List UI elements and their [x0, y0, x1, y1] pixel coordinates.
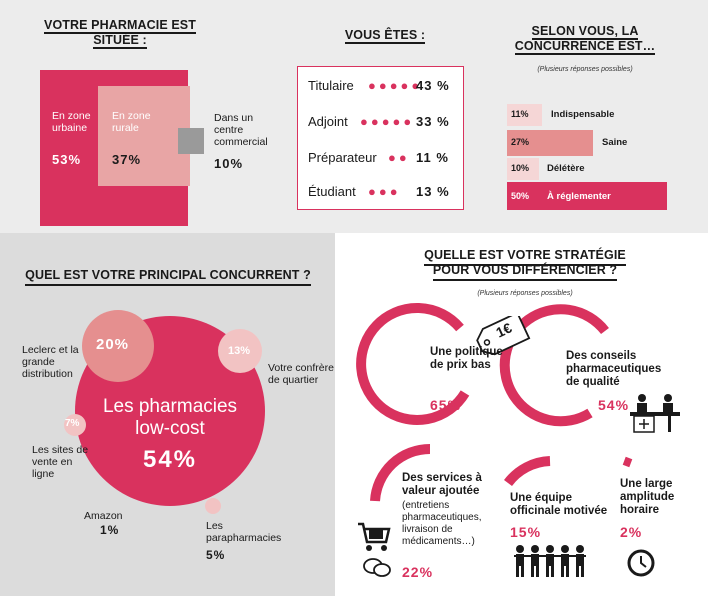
- competition-label-reglementer: À réglementer: [547, 191, 611, 202]
- price-arc: [356, 302, 470, 425]
- role-box: [297, 66, 464, 210]
- role-dots-etudiant: ●●●: [368, 184, 401, 199]
- strategy-title: QUELLE EST VOTRE STRATÉGIE POUR VOUS DIF…: [410, 248, 640, 281]
- leclerc-value: 20%: [96, 336, 130, 353]
- team-icon: [514, 545, 586, 577]
- cart-icon: [358, 522, 391, 551]
- low-cost-label-line2: low-cost: [135, 418, 205, 439]
- role-dots-adjoint: ●●●●●: [360, 114, 415, 129]
- competition-title: SELON VOUS, LA CONCURRENCE EST…: [514, 24, 656, 55]
- rural-square: [98, 86, 190, 186]
- commercial-square: [178, 128, 204, 154]
- para-bubble: [205, 498, 221, 514]
- competition-bar-indispensable: [507, 104, 542, 126]
- confrere-bubble: [218, 329, 262, 373]
- role-label-etudiant: Étudiant: [308, 184, 356, 199]
- confrere-label: Votre confrère de quartier: [268, 362, 334, 386]
- online-bubble: [64, 414, 86, 436]
- role-label-adjoint: Adjoint: [308, 114, 348, 129]
- competitor-title: QUEL EST VOTRE PRINCIPAL CONCURRENT ?: [12, 268, 324, 286]
- online-label: Les sites de vente en ligne: [32, 444, 89, 480]
- competitor-bubbles: [64, 310, 265, 514]
- advice-arc: [499, 304, 609, 427]
- advice-value: 54%: [598, 397, 630, 413]
- low-cost-value: 54%: [142, 446, 198, 473]
- role-dots-preparateur: ●●: [388, 150, 410, 165]
- strategy-note: (Plusieurs réponses possibles): [477, 290, 573, 297]
- price-value: 65%: [430, 397, 462, 413]
- leclerc-bubble: [82, 310, 154, 382]
- services-value: 22%: [402, 564, 434, 580]
- strategy-arcs: [356, 302, 633, 502]
- role-value-etudiant: 13 %: [416, 184, 450, 199]
- para-label: Les parapharmacies: [206, 520, 282, 544]
- role-list: Titulaire ●●●●● 43 % Adjoint ●●●●● 33 % …: [308, 78, 453, 199]
- competition-note: (Plusieurs réponses possibles): [537, 66, 633, 73]
- amazon-value: 1%: [100, 523, 120, 537]
- low-cost-label-line1: Les pharmacies: [102, 396, 238, 417]
- services-sub: (entretiens pharmaceutiques, livraison d…: [402, 500, 482, 547]
- urban-value: 53%: [52, 152, 82, 167]
- clock-icon: [627, 549, 655, 577]
- services-arc: [370, 443, 431, 502]
- competition-bar-saine: [507, 130, 593, 156]
- price-label: Une politique de prix bas: [430, 346, 503, 371]
- amazon-label: Amazon: [84, 510, 123, 522]
- role-value-adjoint: 33 %: [416, 114, 450, 129]
- competition-pct-indispensable: 11%: [511, 109, 529, 119]
- competition-bars: 11% Indispensable 27% Saine 10% Délétère…: [507, 100, 667, 215]
- team-arc: [503, 456, 551, 487]
- competition-pct-reglementer: 50%: [511, 191, 530, 201]
- location-title: VOTRE PHARMACIE EST SITUÉE :: [44, 18, 196, 49]
- advice-label: Des conseils pharmaceutiques de qualité: [566, 350, 662, 388]
- chat-icon: [363, 558, 391, 577]
- competition-bar-deletere: [507, 158, 539, 180]
- low-cost-label: Les pharmacies low-cost: [90, 396, 250, 440]
- hours-label: Une large amplitude horaire: [620, 478, 675, 516]
- rural-value: 37%: [112, 152, 142, 167]
- competition-pct-deletere: 10%: [511, 163, 530, 173]
- para-value: 5%: [206, 548, 226, 562]
- online-value: 7%: [65, 418, 80, 429]
- services-label: Des services à valeur ajoutée: [402, 472, 482, 497]
- competition-label-deletere: Délétère: [547, 163, 585, 174]
- commercial-value: 10%: [214, 156, 244, 171]
- confrere-value: 13%: [228, 345, 251, 357]
- role-label-preparateur: Préparateur: [308, 150, 377, 165]
- team-value: 15%: [510, 524, 542, 540]
- role-title: VOUS ÊTES :: [344, 28, 426, 44]
- rural-label: En zone rurale: [112, 110, 151, 134]
- hours-value: 2%: [620, 524, 643, 540]
- competition-label-saine: Saine: [602, 137, 628, 148]
- pharmacy-counter-icon: [630, 394, 680, 433]
- competition-label-indispensable: Indispensable: [551, 109, 615, 120]
- urban-label: En zone urbaine: [52, 110, 91, 134]
- leclerc-label: Leclerc et la grande distribution: [22, 344, 79, 380]
- hours-arc: [622, 456, 633, 468]
- role-label-titulaire: Titulaire: [308, 78, 354, 93]
- competition-bar-reglementer: [507, 182, 667, 210]
- price-tag-icon: [476, 316, 531, 356]
- role-value-preparateur: 11 %: [416, 150, 449, 165]
- role-value-titulaire: 43 %: [416, 78, 450, 93]
- commercial-label: Dans un centre commercial: [214, 112, 268, 148]
- competition-pct-saine: 27%: [511, 137, 530, 147]
- role-dots-titulaire: ●●●●●: [368, 78, 423, 93]
- team-label: Une équipe officinale motivée: [510, 492, 608, 517]
